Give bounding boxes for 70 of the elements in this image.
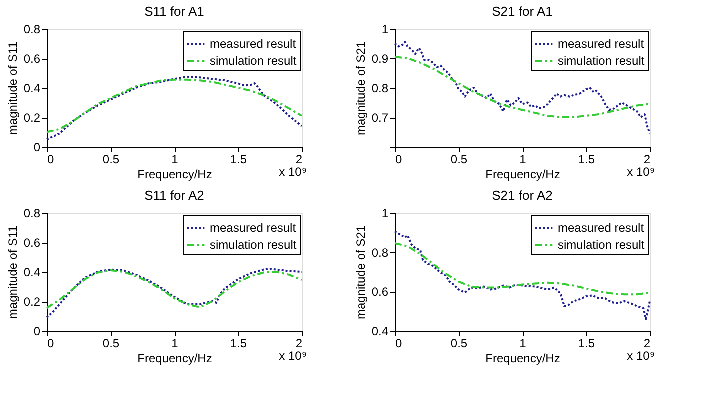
chart-title: S11 for A2 (144, 188, 204, 203)
y-tick-label: 0 (34, 324, 41, 338)
legend-label: simulation result (210, 54, 298, 68)
y-tick-label: 0.8 (24, 22, 41, 36)
legend-label: measured result (210, 221, 297, 235)
y-tick-label: 0.4 (24, 82, 41, 96)
x-tick-label: 1 (172, 336, 179, 350)
x-tick-label: 1 (520, 336, 527, 350)
chart-title: S21 for A2 (492, 188, 553, 203)
x-tick-label: 1.5 (230, 336, 248, 350)
y-tick-label: 0.6 (372, 285, 389, 300)
line-series (46, 78, 303, 134)
line-series (394, 41, 651, 135)
y-tick-label: 0.6 (24, 236, 41, 250)
y-tick-label: 0.4 (372, 324, 389, 338)
x-tick-label: 0 (48, 152, 54, 166)
legend-label: measured result (558, 37, 645, 51)
y-tick-label: 0.8 (24, 206, 41, 220)
y-tick-label: 0.8 (372, 82, 389, 96)
y-tick-label: 0.2 (24, 111, 41, 125)
y-tick-label: 1 (382, 22, 389, 36)
line-series (394, 56, 651, 118)
y-axis-title: magnitude of S21 (354, 41, 368, 136)
x-axis-title: Frequency/Hz (138, 168, 212, 182)
y-axis-title: magnitude of S11 (6, 226, 20, 320)
y-tick-label: 0.6 (24, 52, 41, 66)
text: x 10⁹ (627, 349, 655, 363)
x-axis-title: Frequency/Hz (486, 168, 560, 182)
x-tick-label: 2 (296, 336, 303, 350)
y-tick-label: 1 (382, 206, 389, 220)
text: x 10⁹ (279, 165, 307, 179)
line-series (46, 76, 303, 141)
x-tick-label: 0 (48, 336, 54, 350)
legend-label: measured result (558, 221, 645, 235)
x-tick-label: 0.5 (102, 152, 120, 166)
legend-label: simulation result (210, 238, 298, 252)
x-tick-label: 0.5 (450, 152, 468, 166)
line-series (46, 268, 303, 319)
legend-label: simulation result (558, 54, 646, 68)
y-tick-label: 0.4 (24, 266, 41, 280)
legend-label: simulation result (558, 238, 646, 252)
y-axis-title: magnitude of S11 (6, 42, 20, 136)
y-tick-label: 0.2 (24, 295, 41, 309)
legend-label: measured result (210, 37, 297, 51)
y-tick-label: 0 (34, 140, 41, 154)
x-axis-title: Frequency/Hz (138, 352, 212, 366)
line-series (394, 230, 651, 320)
x-tick-label: 1.5 (230, 152, 248, 166)
y-tick-label: 0.8 (372, 246, 389, 260)
x-tick-label: 0 (396, 152, 402, 166)
x-tick-label: 0.5 (450, 336, 468, 350)
x-tick-label: 0 (396, 336, 402, 350)
text: x 10⁹ (627, 165, 655, 179)
chart-title: S21 for A1 (492, 4, 553, 19)
y-axis-title: magnitude of S21 (354, 225, 368, 320)
chart-title: S11 for A1 (144, 4, 204, 19)
x-tick-label: 1.5 (578, 336, 596, 350)
line-series (394, 242, 651, 296)
x-tick-label: 1 (520, 152, 527, 166)
x-tick-label: 2 (644, 152, 651, 166)
x-tick-label: 1 (172, 152, 179, 166)
y-tick-label: 0.7 (372, 111, 389, 125)
text: x 10⁹ (279, 349, 307, 363)
x-tick-label: 2 (644, 336, 651, 350)
x-tick-label: 0.5 (102, 336, 120, 350)
line-series (46, 270, 303, 310)
x-axis-title: Frequency/Hz (486, 352, 560, 366)
y-tick-label: 0.9 (372, 52, 389, 66)
x-tick-label: 1.5 (578, 152, 596, 166)
x-tick-label: 2 (296, 152, 303, 166)
